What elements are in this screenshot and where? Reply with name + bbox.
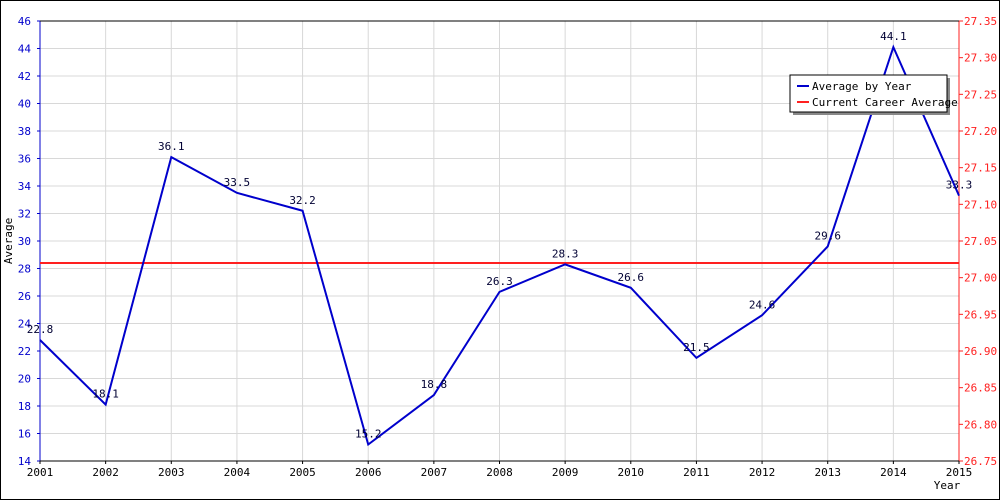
left-tick-label: 34: [18, 180, 32, 193]
left-tick-label: 14: [18, 455, 32, 468]
data-labels: 22.8 18.1 36.1 33.5 32.2 15.2 18.8 26.3 28.3 26.6…: [27, 30, 973, 440]
right-tick-label: 26.75: [964, 455, 997, 468]
right-tick-label: 27.05: [964, 235, 997, 248]
left-tick-label: 40: [18, 98, 31, 111]
legend: Average by Year Current Career Average: [789, 74, 958, 115]
left-tick-label: 28: [18, 263, 31, 276]
right-tick-label: 26.80: [964, 418, 997, 431]
right-tick-label: 26.95: [964, 308, 997, 321]
data-label: 22.8: [27, 323, 54, 336]
x-tick-label: 2010: [618, 466, 645, 479]
y-axis-title: Average: [2, 218, 15, 264]
data-label: 44.1: [880, 30, 907, 43]
data-label: 15.2: [355, 428, 382, 441]
data-label: 33.5: [224, 176, 251, 189]
x-tick-label: 2011: [683, 466, 710, 479]
left-tick-label: 20: [18, 373, 31, 386]
x-tick-label: 2013: [814, 466, 841, 479]
legend-label-average-by-year: Average by Year: [812, 80, 912, 93]
right-tick-label: 27.15: [964, 162, 997, 175]
right-tick-label: 27.10: [964, 198, 997, 211]
x-tick-label: 2001: [27, 466, 54, 479]
x-tick-label: 2012: [749, 466, 776, 479]
x-tick-label: 2015: [946, 466, 973, 479]
right-y-axis-ticks: 26.75 26.80 26.85 26.90 26.95 27.00 27.05 27.10…: [959, 15, 997, 468]
left-tick-label: 38: [18, 125, 31, 138]
data-label: 28.3: [552, 247, 579, 260]
right-tick-label: 27.00: [964, 272, 997, 285]
x-tick-label: 2003: [158, 466, 185, 479]
data-label: 29.6: [814, 230, 841, 243]
x-tick-label: 2014: [880, 466, 907, 479]
data-label: 26.6: [618, 271, 645, 284]
data-label: 32.2: [289, 194, 316, 207]
left-tick-label: 16: [18, 428, 31, 441]
data-label: 18.1: [92, 388, 119, 401]
left-y-axis-ticks: 14 16 18 20 22 24 26 28 30 32 34 36 38 40 42 44 46: [18, 15, 40, 468]
left-tick-label: 22: [18, 345, 31, 358]
left-tick-label: 36: [18, 153, 31, 166]
x-axis-title: Year: [934, 479, 961, 492]
left-tick-label: 24: [18, 318, 32, 331]
left-tick-label: 46: [18, 15, 31, 28]
legend-box: [789, 74, 948, 113]
x-tick-label: 2008: [486, 466, 513, 479]
right-tick-label: 27.35: [964, 15, 997, 28]
left-tick-label: 44: [18, 43, 32, 56]
right-tick-label: 26.85: [964, 382, 997, 395]
data-label: 18.8: [421, 378, 448, 391]
left-tick-label: 42: [18, 70, 31, 83]
right-tick-label: 27.20: [964, 125, 997, 138]
left-tick-label: 26: [18, 290, 31, 303]
data-label: 36.1: [158, 140, 185, 153]
data-label: 33.3: [946, 179, 973, 192]
right-tick-label: 27.25: [964, 88, 997, 101]
left-tick-label: 18: [18, 400, 31, 413]
x-tick-label: 2004: [224, 466, 251, 479]
data-label: 24.6: [749, 298, 776, 311]
right-tick-label: 27.30: [964, 52, 997, 65]
data-label: 26.3: [486, 275, 513, 288]
x-tick-label: 2006: [355, 466, 382, 479]
legend-label-current-career-average: Current Career Average: [812, 96, 958, 109]
x-tick-label: 2009: [552, 466, 579, 479]
data-label: 21.5: [683, 341, 710, 354]
x-tick-label: 2007: [421, 466, 448, 479]
left-tick-label: 32: [18, 208, 31, 221]
left-tick-label: 30: [18, 235, 31, 248]
x-tick-label: 2005: [289, 466, 316, 479]
x-axis-ticks: 2001 2002 2003 2004 2005 2006 2007 2008 2009 2010…: [27, 461, 973, 479]
right-tick-label: 26.90: [964, 345, 997, 358]
x-tick-label: 2002: [92, 466, 119, 479]
average-by-year-line: [39, 44, 960, 447]
